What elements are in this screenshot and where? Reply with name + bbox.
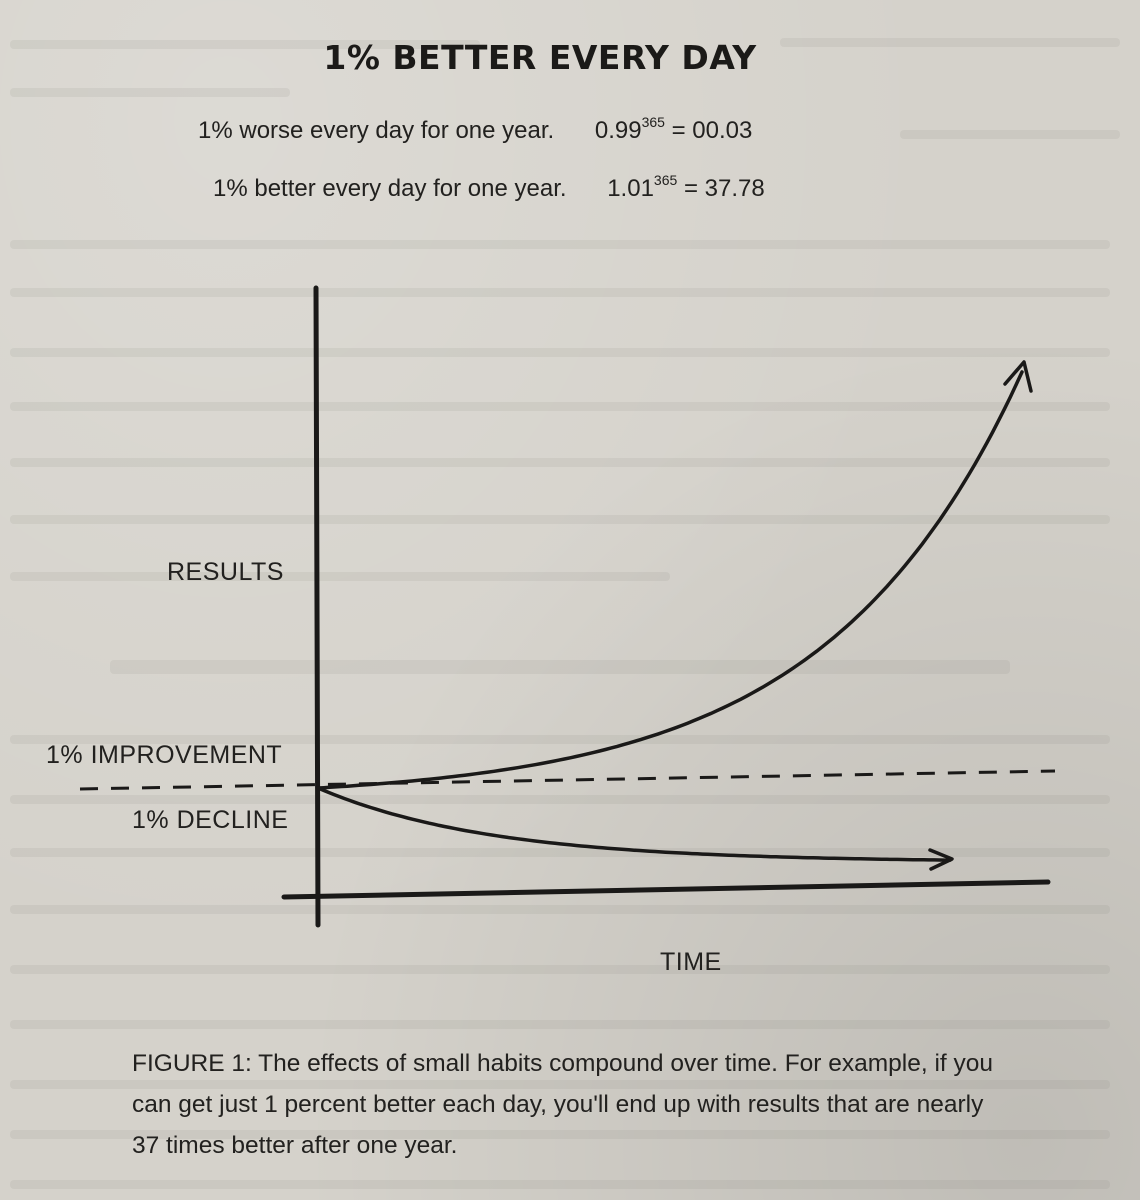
- improvement-arrowhead-icon: [1003, 360, 1033, 393]
- x-axis: [281, 879, 1051, 900]
- decline-arrowhead-icon: [928, 848, 954, 871]
- baseline-dashed-line: [79, 769, 1056, 791]
- formula-worse-result: = 00.03: [671, 117, 753, 144]
- formula-worse-text: 1% worse every day for one year.: [198, 117, 555, 144]
- formula-better-result: = 37.78: [683, 175, 765, 202]
- y-axis-label: RESULTS: [167, 558, 284, 586]
- formula-better-base: 1.01: [607, 175, 654, 202]
- formula-worse-exponent: 365: [641, 114, 665, 130]
- improvement-series-line: [316, 370, 1024, 790]
- formula-worse-base: 0.99: [594, 117, 642, 144]
- figure-title: 1% BETTER EVERY DAY: [323, 38, 757, 77]
- formula-better-text: 1% better every day for one year.: [213, 175, 567, 202]
- formula-better: 1% better every day for one year. 1.0136…: [213, 172, 765, 203]
- formula-better-exponent: 365: [653, 172, 678, 188]
- figure-caption: FIGURE 1: The effects of small habits co…: [132, 1050, 994, 1159]
- decline-series-line: [316, 786, 952, 862]
- formula-worse: 1% worse every day for one year. 0.99365…: [198, 114, 752, 145]
- y-axis: [313, 285, 321, 928]
- improvement-label: 1% IMPROVEMENT: [46, 741, 283, 769]
- x-axis-label: TIME: [660, 948, 722, 976]
- decline-label: 1% DECLINE: [132, 806, 289, 834]
